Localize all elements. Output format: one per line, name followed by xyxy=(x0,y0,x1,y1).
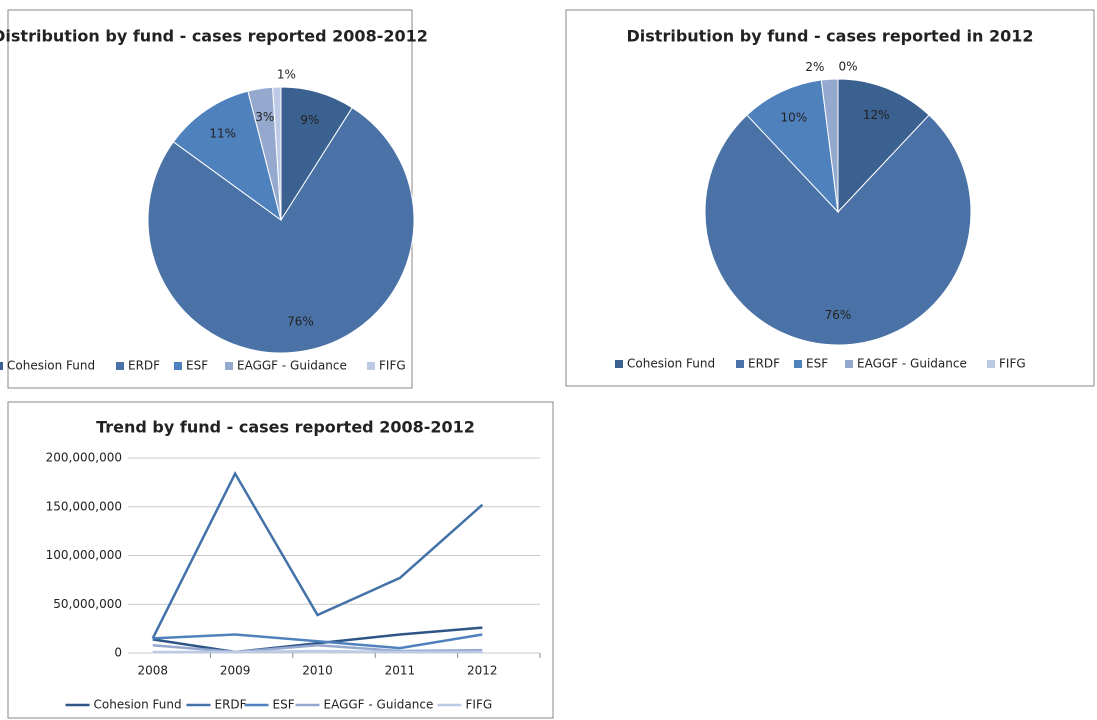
line-series xyxy=(152,643,483,654)
legend-label: EAGGF - Guidance xyxy=(857,357,967,371)
legend-swatch xyxy=(736,360,744,368)
legend-swatch xyxy=(0,362,3,370)
legend-swatch xyxy=(174,362,182,370)
legend-swatch xyxy=(794,360,802,368)
data-label: 0% xyxy=(838,60,857,74)
legend-swatch xyxy=(225,362,233,370)
y-tick-label: 200,000,000 xyxy=(46,451,122,465)
legend-label: ERDF xyxy=(128,359,160,373)
pie-slice xyxy=(837,78,930,214)
legend-label: ESF xyxy=(273,698,295,712)
legend-swatch xyxy=(116,362,124,370)
x-tick-label: 2008 xyxy=(137,664,168,678)
y-tick-label: 0 xyxy=(114,646,122,660)
data-label: 76% xyxy=(825,308,852,322)
pie-slice xyxy=(172,90,282,222)
legend-label: Cohesion Fund xyxy=(94,698,182,712)
line-series xyxy=(151,470,484,639)
legend-swatch xyxy=(615,360,623,368)
line-series xyxy=(152,649,483,654)
legend-label: Cohesion Fund xyxy=(7,359,95,373)
line-series xyxy=(152,633,483,650)
x-tick-label: 2011 xyxy=(385,664,416,678)
x-tick-label: 2009 xyxy=(220,664,251,678)
pie-slice xyxy=(147,107,415,354)
legend-swatch xyxy=(367,362,375,370)
data-label: 2% xyxy=(805,60,824,74)
data-label: 12% xyxy=(863,108,890,122)
chart-title: Distribution by fund - cases reported in… xyxy=(627,27,1034,46)
line-series xyxy=(152,626,483,654)
pie-slice xyxy=(704,114,972,346)
data-label: 3% xyxy=(255,110,274,124)
legend-label: Cohesion Fund xyxy=(627,357,715,371)
y-tick-label: 150,000,000 xyxy=(46,499,122,513)
data-label: 1% xyxy=(277,68,296,82)
pie-slice xyxy=(746,79,839,214)
legend-swatch xyxy=(987,360,995,368)
y-tick-label: 100,000,000 xyxy=(46,548,122,562)
x-tick-label: 2012 xyxy=(467,664,498,678)
legend-label: FIFG xyxy=(999,357,1026,371)
legend-label: FIFG xyxy=(379,359,406,373)
y-tick-label: 50,000,000 xyxy=(53,597,122,611)
legend-label: ERDF xyxy=(215,698,247,712)
legend-label: ERDF xyxy=(748,357,780,371)
data-label: 10% xyxy=(780,111,807,125)
chart-title: Trend by fund - cases reported 2008-2012 xyxy=(96,418,475,437)
data-label: 11% xyxy=(209,127,236,141)
data-label: 9% xyxy=(300,113,319,127)
legend-swatch xyxy=(845,360,853,368)
chart-title: Distribution by fund - cases reported 20… xyxy=(0,27,428,46)
legend-label: EAGGF - Guidance xyxy=(237,359,347,373)
data-label: 76% xyxy=(287,314,314,328)
legend-label: FIFG xyxy=(466,698,493,712)
pie-slice xyxy=(272,86,282,221)
legend-label: ESF xyxy=(186,359,208,373)
x-tick-label: 2010 xyxy=(302,664,333,678)
chart-frame xyxy=(7,401,554,719)
legend-label: ESF xyxy=(806,357,828,371)
legend-label: EAGGF - Guidance xyxy=(324,698,434,712)
